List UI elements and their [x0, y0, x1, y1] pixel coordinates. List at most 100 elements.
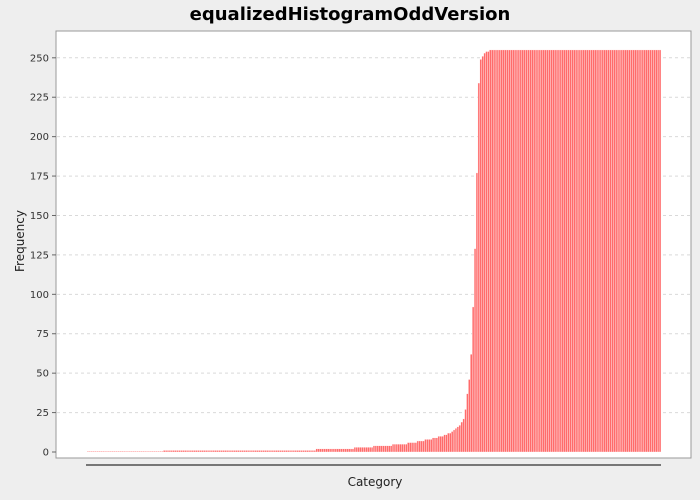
y-tick-label: 50 [36, 369, 49, 380]
histogram-bar [529, 49, 532, 453]
histogram-bar [327, 448, 330, 453]
histogram-bar [397, 443, 400, 453]
histogram-bar [374, 445, 378, 453]
histogram-bar [575, 49, 578, 453]
histogram-bar [521, 49, 524, 453]
histogram-bar [399, 443, 402, 453]
histogram-bar [184, 450, 187, 453]
histogram-bar [384, 445, 387, 453]
histogram-bar [563, 49, 566, 453]
histogram-bar [321, 448, 324, 453]
histogram-bar [414, 442, 418, 453]
histogram-bar [109, 451, 112, 453]
histogram-bar [504, 49, 507, 453]
histogram-bar [513, 49, 517, 453]
histogram-bar [475, 172, 479, 453]
histogram-bar [468, 379, 471, 453]
histogram-bar [308, 450, 311, 453]
histogram-bar [264, 450, 267, 453]
histogram-bar [590, 49, 593, 453]
bar-series [86, 49, 662, 453]
histogram-bar [124, 451, 128, 453]
histogram-bar [226, 450, 229, 453]
histogram-bar [128, 451, 132, 453]
histogram-bar [359, 447, 362, 453]
histogram-bar [172, 450, 175, 453]
histogram-bar [658, 49, 662, 453]
histogram-bar [393, 443, 397, 453]
histogram-bar [96, 451, 99, 453]
histogram-bar [557, 49, 561, 453]
histogram-bar [296, 450, 299, 453]
histogram-bar [620, 49, 624, 453]
histogram-bar [439, 436, 442, 453]
histogram-bar [317, 448, 320, 453]
histogram-bar [166, 450, 170, 453]
histogram-bar [386, 445, 389, 453]
histogram-bar [548, 49, 551, 453]
histogram-bar [592, 49, 595, 453]
histogram-bar [163, 450, 166, 453]
histogram-bar [285, 450, 288, 453]
histogram-bar [586, 49, 589, 453]
histogram-bar [344, 448, 347, 453]
histogram-bar [248, 450, 252, 453]
histogram-bar [500, 49, 503, 453]
histogram-bar [523, 49, 526, 453]
histogram-bar [544, 49, 547, 453]
histogram-bar [157, 451, 160, 453]
histogram-bar [311, 450, 315, 453]
histogram-bar [302, 450, 305, 453]
histogram-bar [626, 49, 629, 453]
histogram-bar [618, 49, 622, 453]
histogram-bar [464, 409, 467, 453]
histogram-bar [416, 440, 419, 453]
histogram-bar [107, 451, 111, 453]
histogram-bar [622, 49, 625, 453]
histogram-bar [601, 49, 604, 453]
histogram-bar [239, 450, 242, 453]
histogram-bar [657, 49, 660, 453]
histogram-bar [245, 450, 248, 453]
histogram-bar [391, 443, 395, 453]
histogram-bar [609, 49, 612, 453]
histogram-bar [411, 442, 414, 453]
histogram-bar [540, 49, 543, 453]
histogram-bar [494, 49, 498, 453]
histogram-bar [431, 437, 435, 453]
histogram-bar [517, 49, 521, 453]
histogram-bar [515, 49, 519, 453]
histogram-bar [231, 450, 235, 453]
histogram-bar [258, 450, 261, 453]
histogram-bar [269, 450, 273, 453]
histogram-bar [420, 440, 423, 453]
histogram-bar [151, 451, 154, 453]
histogram-bar [149, 451, 153, 453]
histogram-bar [576, 49, 580, 453]
histogram-bar [412, 442, 416, 453]
histogram-bar [266, 450, 269, 453]
histogram-bar [216, 450, 219, 453]
histogram-bar [372, 445, 376, 453]
histogram-bar [325, 448, 328, 453]
histogram-bar [197, 450, 200, 453]
histogram-bar [401, 443, 404, 453]
histogram-bar [496, 49, 500, 453]
histogram-bar [365, 447, 368, 453]
histogram-bar [552, 49, 555, 453]
histogram-bar [584, 49, 587, 453]
histogram-bar [290, 450, 294, 453]
y-tick-label: 150 [30, 211, 49, 222]
chart-title: equalizedHistogramOddVersion [190, 4, 511, 25]
histogram-bar [554, 49, 557, 453]
histogram-bar [130, 451, 133, 453]
histogram-bar [126, 451, 130, 453]
histogram-bar [233, 450, 236, 453]
histogram-bar [334, 448, 337, 453]
histogram-bar [376, 445, 379, 453]
histogram-bar [220, 450, 223, 453]
histogram-bar [390, 445, 393, 453]
histogram-bar [256, 450, 259, 453]
histogram-bar [313, 450, 317, 453]
